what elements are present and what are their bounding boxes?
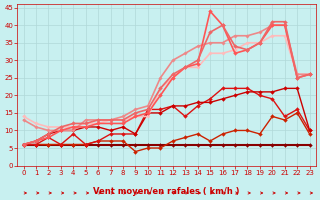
X-axis label: Vent moyen/en rafales ( km/h ): Vent moyen/en rafales ( km/h ) xyxy=(93,187,240,196)
